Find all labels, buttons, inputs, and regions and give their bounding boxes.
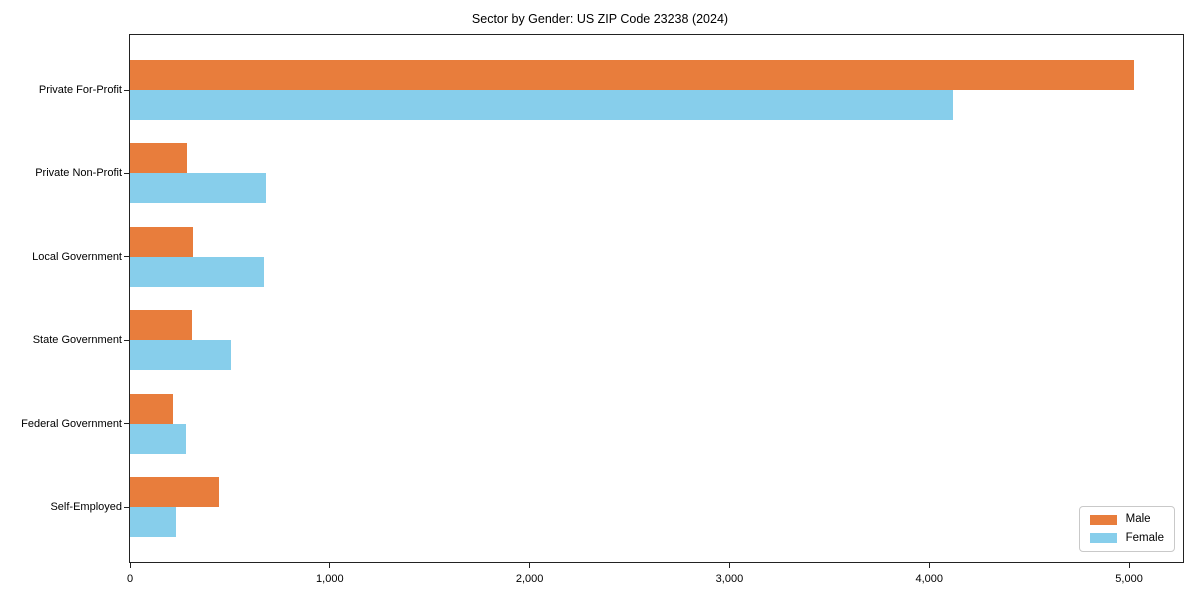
y-tick-5 <box>124 506 129 508</box>
bar-male-0 <box>130 60 1135 90</box>
legend: Male Female <box>1078 506 1175 552</box>
y-tick-label-3: State Government <box>32 334 122 347</box>
x-tick-label-4: 4,000 <box>915 573 943 585</box>
y-tick-0 <box>124 89 129 91</box>
x-tick-label-1: 1,000 <box>316 573 344 585</box>
bar-female-3 <box>130 340 231 371</box>
bar-male-5 <box>130 477 219 507</box>
legend-item-female: Female <box>1089 531 1164 545</box>
chart-title: Sector by Gender: US ZIP Code 23238 (202… <box>471 12 729 26</box>
y-tick-label-2: Local Government <box>32 250 122 263</box>
plot-area: Male Female Private For-Profit Private No… <box>21 34 1184 585</box>
bar-male-3 <box>130 310 192 341</box>
x-tick-5 <box>1128 563 1130 568</box>
x-tick-label-3: 3,000 <box>715 573 744 585</box>
y-tick-label-4: Federal Government <box>21 417 122 430</box>
x-tick-0 <box>129 563 131 568</box>
bar-female-5 <box>130 507 176 537</box>
y-tick-4 <box>124 423 129 425</box>
legend-label-female: Female <box>1125 531 1164 544</box>
y-tick-3 <box>124 339 129 341</box>
x-tick-label-2: 2,000 <box>515 573 544 585</box>
legend-item-male: Male <box>1089 513 1164 526</box>
x-tick-4 <box>928 563 930 568</box>
y-tick-label-5: Self-Employed <box>50 501 122 513</box>
x-tick-2 <box>529 563 531 568</box>
legend-swatch-female <box>1089 533 1117 544</box>
bar-male-1 <box>130 143 187 174</box>
bar-male-2 <box>130 226 193 257</box>
x-tick-label-5: 5,000 <box>1115 573 1143 585</box>
y-tick-label-0: Private For-Profit <box>38 84 122 96</box>
x-tick-3 <box>728 563 730 568</box>
legend-label-male: Male <box>1125 513 1151 525</box>
y-tick-1 <box>124 172 129 174</box>
y-tick-2 <box>124 256 129 258</box>
x-tick-label-0: 0 <box>126 573 134 585</box>
legend-swatch-male <box>1089 514 1117 525</box>
bar-male-4 <box>130 393 173 424</box>
bar-female-4 <box>130 423 186 454</box>
x-tick-1 <box>329 563 331 568</box>
bar-female-2 <box>130 256 264 287</box>
y-tick-label-1: Private Non-Profit <box>35 167 122 180</box>
bar-female-0 <box>130 90 954 120</box>
bar-female-1 <box>130 173 266 204</box>
